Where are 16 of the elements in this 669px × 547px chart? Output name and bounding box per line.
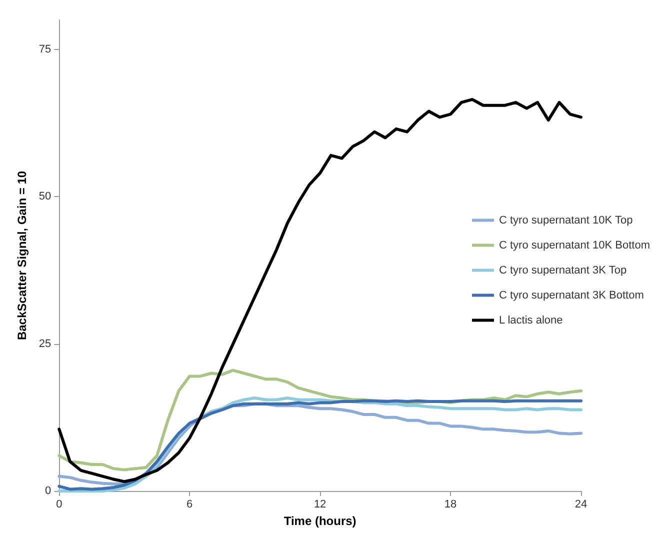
x-tick-label: 6 bbox=[186, 498, 193, 510]
x-tick-label: 18 bbox=[444, 498, 457, 510]
x-axis-title: Time (hours) bbox=[284, 514, 356, 528]
y-tick-label: 50 bbox=[38, 190, 52, 203]
legend-label: C tyro supernatant 10K Top bbox=[498, 214, 633, 226]
legend-label: C tyro supernatant 3K Bottom bbox=[498, 289, 644, 302]
y-tick-label: 25 bbox=[38, 338, 52, 350]
legend-label: C tyro supernatant 3K Top bbox=[498, 264, 627, 276]
legend-label: C tyro supernatant 10K Bottom bbox=[498, 239, 650, 252]
y-axis-title: BackScatter Signal, Gain = 10 bbox=[15, 170, 29, 340]
y-tick-label: 0 bbox=[45, 485, 52, 497]
x-tick-label: 24 bbox=[574, 498, 588, 510]
y-tick-label: 75 bbox=[38, 43, 52, 56]
legend-label: L lactis alone bbox=[498, 314, 563, 326]
x-tick-label: 12 bbox=[314, 498, 326, 510]
x-tick-label: 0 bbox=[56, 498, 62, 510]
